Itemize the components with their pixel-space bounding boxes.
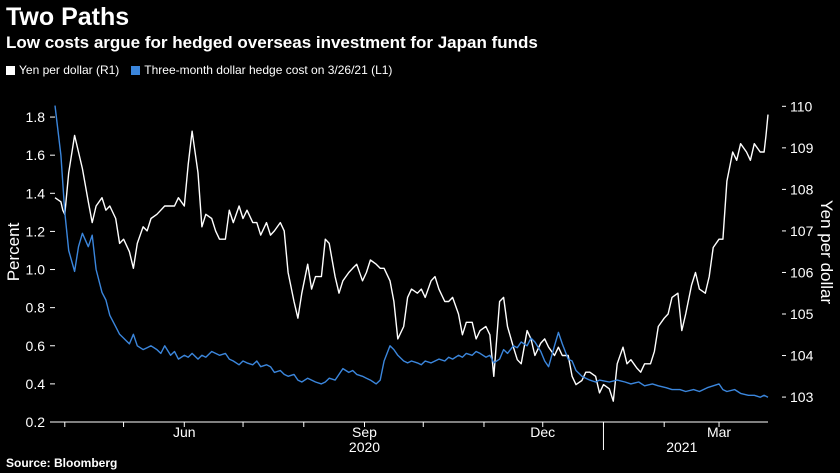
right-tick-label: 109 [790,140,814,156]
left-axis-ticks: 0.2 0.4 0.6 0.8 1.0 1.2 1.4 1.6 1.8 [26,109,55,430]
chart-subtitle: Low costs argue for hedged overseas inve… [6,33,538,52]
x-month-label: Sep [352,424,377,440]
left-tick-label: 1.0 [26,262,46,278]
right-axis-ticks: 103 104 105 106 107 108 109 110 [782,98,814,405]
legend-item-hedge: Three-month dollar hedge cost on 3/26/21… [131,63,392,77]
source-note: Source: Bloomberg [6,456,118,470]
left-tick-label: 1.2 [26,223,46,239]
x-year-label: 2021 [666,439,697,455]
x-month-label: Dec [530,424,555,440]
left-tick-label: 0.2 [26,414,46,430]
x-year-label: 2020 [349,439,380,455]
left-tick-label: 0.4 [26,376,46,392]
left-tick-label: 0.8 [26,300,46,316]
right-tick-label: 105 [790,306,814,322]
right-tick-label: 107 [790,223,814,239]
legend-label-yen: Yen per dollar (R1) [19,63,120,77]
right-tick-label: 103 [790,389,814,405]
right-tick-label: 110 [790,98,813,114]
legend-item-yen: Yen per dollar (R1) [6,63,119,77]
left-tick-label: 0.6 [26,338,46,354]
left-tick-label: 1.4 [26,185,46,201]
right-axis-title: Yen per dollar [817,200,836,305]
legend: Yen per dollar (R1) Three-month dollar h… [6,63,392,77]
yen-per-dollar-line [54,114,769,402]
x-month-label: Mar [707,424,731,440]
left-axis-title: Percent [4,222,23,281]
x-month-label: Jun [173,424,196,440]
left-tick-label: 1.8 [26,109,46,125]
legend-swatch-yen [6,65,15,75]
legend-label-hedge: Three-month dollar hedge cost on 3/26/21… [144,63,393,77]
right-tick-label: 106 [790,264,814,280]
right-tick-label: 104 [790,348,814,364]
series-layer [54,105,769,402]
left-tick-label: 1.6 [26,147,46,163]
legend-swatch-hedge [131,65,141,75]
right-tick-label: 108 [790,181,814,197]
chart-title: Two Paths [6,3,130,31]
x-axis: Jun Sep Dec Mar 2020 2021 [55,421,768,455]
hedge-cost-line [54,105,769,398]
